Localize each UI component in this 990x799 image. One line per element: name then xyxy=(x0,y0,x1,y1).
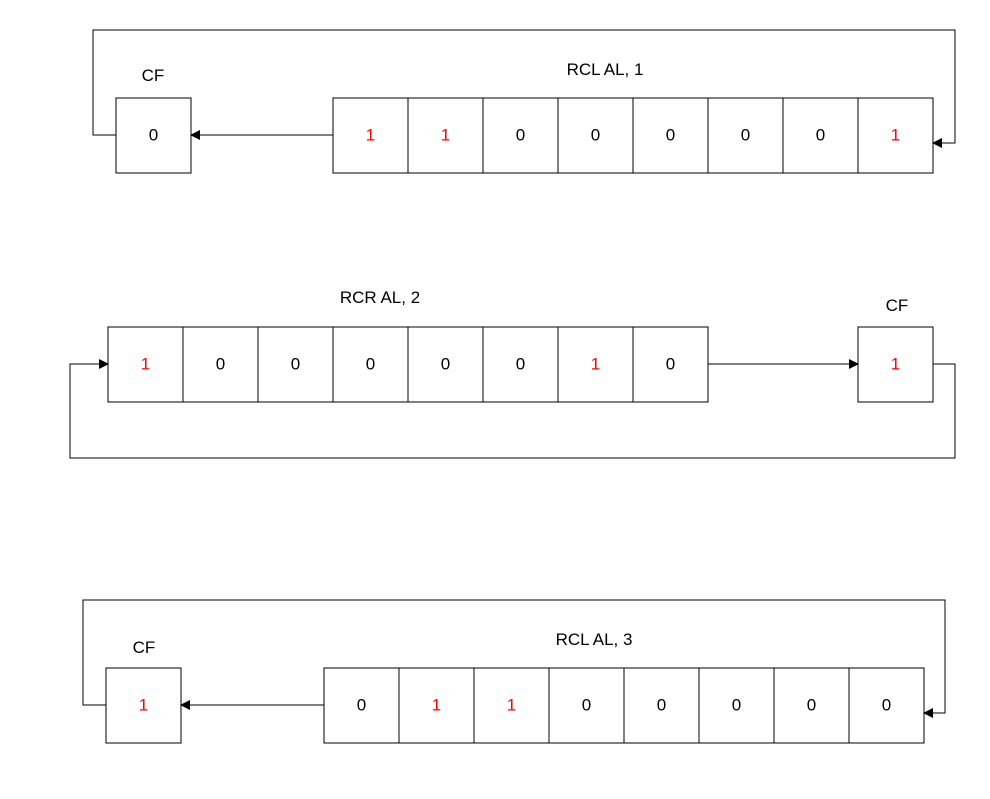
bit-cell-7 xyxy=(632,326,709,403)
cf-value: 1 xyxy=(891,354,900,373)
bit-value-0: 1 xyxy=(141,354,150,373)
bit-cell-1 xyxy=(407,97,484,174)
bit-cell-6 xyxy=(773,667,850,744)
bit-cell-6 xyxy=(782,97,859,174)
arrow-cf-to-lsb xyxy=(92,29,956,148)
cf-label: CF xyxy=(886,296,909,315)
bit-value-7: 0 xyxy=(666,354,675,373)
bit-value-5: 0 xyxy=(516,354,525,373)
bit-value-3: 0 xyxy=(591,125,600,144)
operation-title: RCL AL, 1 xyxy=(567,60,644,79)
diagram-rcl-al-3: RCL AL, 3 CF 1 0 1 1 0 0 0 0 0 xyxy=(82,599,946,744)
cf-label: CF xyxy=(133,638,156,657)
bit-value-4: 0 xyxy=(441,354,450,373)
bit-value-3: 0 xyxy=(366,354,375,373)
bit-value-4: 0 xyxy=(666,125,675,144)
register-bits: 0 1 1 0 0 0 0 0 xyxy=(323,667,925,744)
bit-value-1: 1 xyxy=(432,695,441,714)
bit-cell-5 xyxy=(482,326,559,403)
cf-label: CF xyxy=(142,66,165,85)
operation-title: RCL AL, 3 xyxy=(556,630,633,649)
cf-box xyxy=(105,667,182,744)
diagram-rcr-al-2: RCR AL, 2 CF 1 0 0 0 0 0 1 0 1 xyxy=(69,288,956,459)
bit-value-7: 1 xyxy=(891,125,900,144)
bit-value-0: 0 xyxy=(357,695,366,714)
bit-cell-5 xyxy=(698,667,775,744)
bit-cell-3 xyxy=(548,667,625,744)
bit-value-1: 1 xyxy=(441,125,450,144)
bit-value-4: 0 xyxy=(657,695,666,714)
bit-value-1: 0 xyxy=(216,354,225,373)
bit-cell-5 xyxy=(707,97,784,174)
bit-value-6: 1 xyxy=(591,354,600,373)
bit-value-3: 0 xyxy=(582,695,591,714)
bit-cell-4 xyxy=(407,326,484,403)
bit-value-2: 1 xyxy=(507,695,516,714)
bit-cell-0 xyxy=(107,326,184,403)
bit-value-0: 1 xyxy=(366,125,375,144)
bit-cell-4 xyxy=(632,97,709,174)
bit-value-2: 0 xyxy=(291,354,300,373)
bit-cell-1 xyxy=(398,667,475,744)
bit-cell-3 xyxy=(557,97,634,174)
bit-value-6: 0 xyxy=(807,695,816,714)
bit-cell-3 xyxy=(332,326,409,403)
bit-cell-4 xyxy=(623,667,700,744)
cf-value: 0 xyxy=(149,125,158,144)
arrow-cf-to-lsb xyxy=(82,599,946,718)
bit-cell-0 xyxy=(323,667,400,744)
diagram-rcl-al-1: RCL AL, 1 CF 0 1 1 0 0 0 0 0 1 xyxy=(92,29,956,174)
cf-value: 1 xyxy=(139,695,148,714)
bit-cell-2 xyxy=(473,667,550,744)
bit-cell-7 xyxy=(857,97,934,174)
operation-title: RCR AL, 2 xyxy=(340,288,420,307)
bit-cell-2 xyxy=(482,97,559,174)
bit-cell-6 xyxy=(557,326,634,403)
bit-value-5: 0 xyxy=(732,695,741,714)
cf-box xyxy=(115,97,192,174)
bit-cell-1 xyxy=(182,326,259,403)
bit-cell-0 xyxy=(332,97,409,174)
bit-value-2: 0 xyxy=(516,125,525,144)
register-bits: 1 0 0 0 0 0 1 0 xyxy=(107,326,709,403)
register-bits: 1 1 0 0 0 0 0 1 xyxy=(332,97,934,174)
cf-box xyxy=(857,326,934,403)
bit-cell-2 xyxy=(257,326,334,403)
bit-cell-7 xyxy=(848,667,925,744)
bit-value-5: 0 xyxy=(741,125,750,144)
arrow-cf-to-msb xyxy=(69,359,956,459)
bit-value-6: 0 xyxy=(816,125,825,144)
bit-value-7: 0 xyxy=(882,695,891,714)
